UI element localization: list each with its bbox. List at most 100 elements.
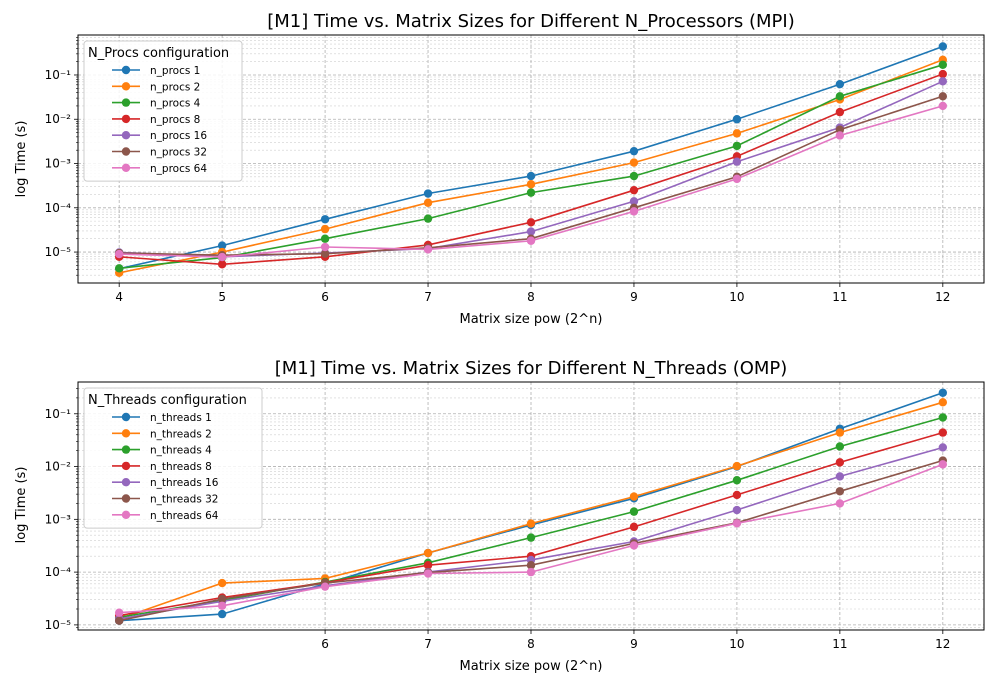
legend-label: n_procs 1 <box>150 65 200 77</box>
data-point <box>938 42 948 51</box>
legend-label: n_threads 64 <box>150 510 219 522</box>
y-axis-label: log Time (s) <box>14 121 29 198</box>
data-point <box>835 472 845 481</box>
data-point <box>835 458 845 467</box>
legend-label: n_threads 2 <box>150 428 212 440</box>
data-point <box>114 264 124 273</box>
legend-swatch-marker <box>121 412 131 422</box>
data-point <box>217 260 227 269</box>
legend-swatch-marker <box>121 478 131 487</box>
data-point <box>320 582 330 591</box>
data-point <box>526 218 536 227</box>
data-point <box>423 189 433 198</box>
data-point <box>938 443 948 452</box>
data-point <box>835 428 845 437</box>
legend-label: n_procs 2 <box>150 81 200 93</box>
data-point <box>526 171 536 181</box>
y-tick-label: 10⁻³ <box>45 157 72 171</box>
data-point <box>526 180 536 189</box>
y-axis-label: log Time (s) <box>14 467 29 544</box>
y-tick-label: 10⁻¹ <box>45 68 72 82</box>
data-point <box>938 398 948 407</box>
data-point <box>320 224 330 234</box>
legend-swatch-marker <box>121 461 131 471</box>
data-point <box>629 185 639 195</box>
legend-label: n_procs 64 <box>150 163 207 175</box>
data-point <box>732 157 742 166</box>
y-tick-label: 10⁻¹ <box>45 407 72 421</box>
data-point <box>835 131 845 140</box>
data-point <box>938 428 948 437</box>
data-point <box>526 236 536 245</box>
axes-frame <box>77 381 985 631</box>
data-point <box>217 594 227 604</box>
legend-swatch-marker <box>121 163 131 172</box>
data-point <box>320 242 330 252</box>
legend-swatch-marker <box>121 65 131 75</box>
data-point <box>732 476 742 485</box>
legend-swatch-marker <box>121 494 131 503</box>
legend-swatch-marker <box>121 147 131 156</box>
data-point <box>835 107 845 117</box>
data-point <box>217 609 227 619</box>
data-point <box>732 490 742 500</box>
data-point <box>629 171 639 181</box>
data-point <box>732 505 742 515</box>
plot-area: 10⁻⁵ 10⁻⁴ 10⁻³ 10⁻² 10⁻¹ 4 5 6 7 8 9 10 11 12 N_Procs … <box>45 34 985 304</box>
data-point <box>938 388 948 397</box>
y-tick-label: 10⁻⁴ <box>45 201 72 215</box>
y-tick-label: 10⁻⁵ <box>45 618 72 632</box>
data-point <box>114 608 124 617</box>
data-point <box>320 249 330 258</box>
data-point <box>732 141 742 151</box>
data-point <box>835 487 845 496</box>
data-point <box>423 245 433 254</box>
data-point <box>423 198 433 207</box>
x-tick-label: 8 <box>527 290 535 304</box>
data-point <box>835 499 845 508</box>
data-point <box>217 241 227 250</box>
x-tick-label: 9 <box>630 637 638 651</box>
data-point <box>629 146 639 156</box>
data-point <box>629 507 639 516</box>
data-point <box>938 69 948 79</box>
chart-title: [M1] Time vs. Matrix Sizes for Different… <box>267 11 795 32</box>
data-point <box>526 188 536 197</box>
data-point <box>629 158 639 167</box>
x-tick-label: 7 <box>424 637 432 651</box>
data-point <box>423 214 433 223</box>
data-point <box>835 79 845 89</box>
x-tick-label: 11 <box>832 637 847 651</box>
data-point <box>217 601 227 610</box>
x-tick-label: 10 <box>729 637 744 651</box>
legend-label: n_procs 8 <box>150 114 200 126</box>
data-point <box>423 548 433 558</box>
legend-swatch-marker <box>121 114 131 124</box>
legend-swatch-marker <box>121 429 131 438</box>
legend-label: n_procs 32 <box>150 147 207 159</box>
data-point <box>938 77 948 86</box>
chart-title: [M1] Time vs. Matrix Sizes for Different… <box>275 358 788 379</box>
data-point <box>423 569 433 578</box>
x-tick-label: 4 <box>115 290 123 304</box>
x-tick-label: 12 <box>935 290 950 304</box>
data-point <box>629 522 639 532</box>
legend-swatch-marker <box>121 445 131 454</box>
data-point <box>114 616 124 625</box>
x-tick-label: 12 <box>935 637 950 651</box>
data-point <box>835 125 845 134</box>
data-point <box>732 129 742 138</box>
data-point <box>732 174 742 184</box>
legend-box <box>83 40 243 182</box>
data-point <box>217 252 227 262</box>
legend-title: N_Threads configuration <box>88 393 247 408</box>
data-point <box>526 567 536 577</box>
data-point <box>526 227 536 236</box>
data-point <box>114 249 124 259</box>
x-tick-label: 8 <box>527 637 535 651</box>
data-point <box>732 461 742 471</box>
data-point <box>526 561 536 570</box>
x-axis-label: Matrix size pow (2^n) <box>460 312 603 327</box>
y-tick-label: 10⁻⁴ <box>45 565 72 579</box>
legend-label: n_threads 32 <box>150 494 219 506</box>
